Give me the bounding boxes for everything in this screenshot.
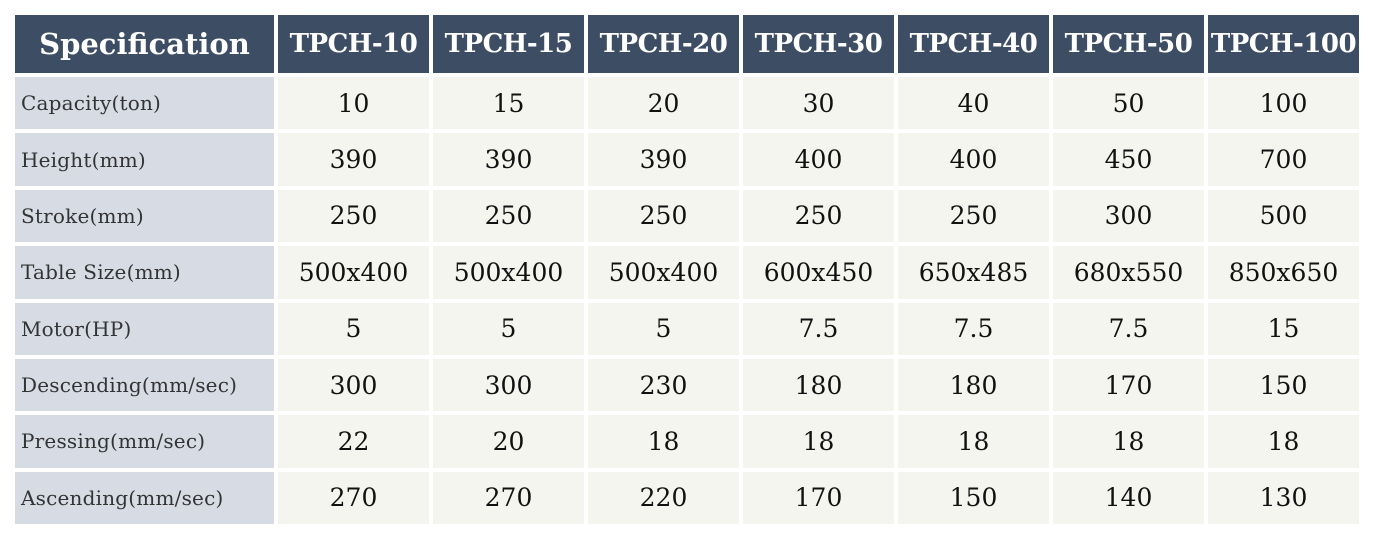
table-cell: 7.5 (898, 302, 1049, 355)
table-cell: 40 (898, 77, 1049, 130)
table-cell: 700 (1208, 133, 1359, 186)
table-cell: 18 (1208, 415, 1359, 468)
table-cell: 600x450 (743, 246, 894, 299)
table-cell: 20 (433, 415, 584, 468)
header-row: Specification TPCH-10 TPCH-15 TPCH-20 TP… (15, 15, 1359, 73)
table-cell: 250 (433, 189, 584, 243)
table-cell: 220 (588, 471, 739, 524)
header-specification: Specification (15, 15, 274, 73)
table-cell: 250 (898, 189, 1049, 243)
table-cell: 390 (433, 133, 584, 186)
table-cell: 140 (1053, 471, 1204, 524)
header-model-tpch-20: TPCH-20 (588, 15, 739, 73)
row-label: Pressing(mm/sec) (15, 415, 274, 468)
table-cell: 5 (588, 302, 739, 355)
table-cell: 150 (1208, 358, 1359, 412)
header-model-tpch-40: TPCH-40 (898, 15, 1049, 73)
table-cell: 270 (433, 471, 584, 524)
table-cell: 100 (1208, 77, 1359, 130)
row-label: Table Size(mm) (15, 246, 274, 299)
table-cell: 390 (588, 133, 739, 186)
table-cell: 300 (433, 358, 584, 412)
table-cell: 650x485 (898, 246, 1049, 299)
table-row-pressing: Pressing(mm/sec) 22 20 18 18 18 18 18 (15, 415, 1359, 468)
table-cell: 270 (278, 471, 429, 524)
table-cell: 20 (588, 77, 739, 130)
row-label: Stroke(mm) (15, 189, 274, 243)
table-row-stroke: Stroke(mm) 250 250 250 250 250 300 500 (15, 189, 1359, 243)
header-model-tpch-15: TPCH-15 (433, 15, 584, 73)
table-cell: 500x400 (588, 246, 739, 299)
table-cell: 170 (743, 471, 894, 524)
table-cell: 300 (1053, 189, 1204, 243)
table-cell: 500x400 (278, 246, 429, 299)
header-model-tpch-50: TPCH-50 (1053, 15, 1204, 73)
table-cell: 400 (743, 133, 894, 186)
table-cell: 30 (743, 77, 894, 130)
table-body: Capacity(ton) 10 15 20 30 40 50 100 Heig… (15, 77, 1359, 524)
table-cell: 850x650 (1208, 246, 1359, 299)
table-cell: 7.5 (1053, 302, 1204, 355)
table-cell: 450 (1053, 133, 1204, 186)
table-cell: 300 (278, 358, 429, 412)
row-label: Capacity(ton) (15, 77, 274, 130)
table-cell: 15 (1208, 302, 1359, 355)
table-cell: 170 (1053, 358, 1204, 412)
table-cell: 400 (898, 133, 1049, 186)
table-cell: 180 (898, 358, 1049, 412)
table-cell: 18 (743, 415, 894, 468)
table-cell: 180 (743, 358, 894, 412)
header-model-tpch-10: TPCH-10 (278, 15, 429, 73)
table-cell: 230 (588, 358, 739, 412)
table-row-capacity: Capacity(ton) 10 15 20 30 40 50 100 (15, 77, 1359, 130)
table-row-table-size: Table Size(mm) 500x400 500x400 500x400 6… (15, 246, 1359, 299)
table-cell: 150 (898, 471, 1049, 524)
table-cell: 22 (278, 415, 429, 468)
table-cell: 250 (278, 189, 429, 243)
table-cell: 130 (1208, 471, 1359, 524)
specification-table: Specification TPCH-10 TPCH-15 TPCH-20 TP… (11, 11, 1363, 528)
table-row-height: Height(mm) 390 390 390 400 400 450 700 (15, 133, 1359, 186)
table-cell: 250 (588, 189, 739, 243)
table-cell: 500 (1208, 189, 1359, 243)
table-cell: 5 (433, 302, 584, 355)
header-model-tpch-30: TPCH-30 (743, 15, 894, 73)
table-row-descending: Descending(mm/sec) 300 300 230 180 180 1… (15, 358, 1359, 412)
table-row-ascending: Ascending(mm/sec) 270 270 220 170 150 14… (15, 471, 1359, 524)
table-cell: 500x400 (433, 246, 584, 299)
row-label: Motor(HP) (15, 302, 274, 355)
header-model-tpch-100: TPCH-100 (1208, 15, 1359, 73)
table-header: Specification TPCH-10 TPCH-15 TPCH-20 TP… (15, 15, 1359, 73)
row-label: Ascending(mm/sec) (15, 471, 274, 524)
table-cell: 15 (433, 77, 584, 130)
table-cell: 680x550 (1053, 246, 1204, 299)
table-cell: 50 (1053, 77, 1204, 130)
table-cell: 390 (278, 133, 429, 186)
row-label: Height(mm) (15, 133, 274, 186)
table-cell: 18 (898, 415, 1049, 468)
table-cell: 7.5 (743, 302, 894, 355)
table-cell: 250 (743, 189, 894, 243)
row-label: Descending(mm/sec) (15, 358, 274, 412)
table-cell: 18 (1053, 415, 1204, 468)
table-cell: 18 (588, 415, 739, 468)
table-cell: 5 (278, 302, 429, 355)
table-row-motor: Motor(HP) 5 5 5 7.5 7.5 7.5 15 (15, 302, 1359, 355)
table-cell: 10 (278, 77, 429, 130)
